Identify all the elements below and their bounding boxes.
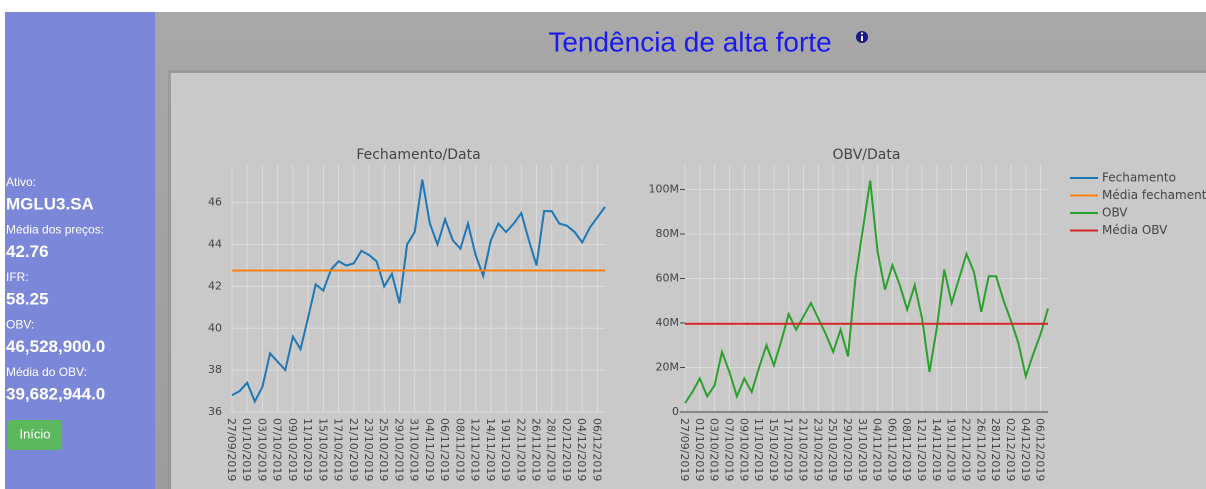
x-tick-label: 06/11/2019 <box>438 418 451 481</box>
x-tick-label: 15/10/2019 <box>316 418 329 481</box>
x-tick-label: 04/12/2019 <box>575 418 588 481</box>
field-label: Ativo: <box>6 175 36 189</box>
x-tick-label: 03/10/2019 <box>708 418 721 481</box>
x-tick-label: 17/10/2019 <box>782 418 795 481</box>
sidebar-content: Ativo: MGLU3.SA Média dos preços: 42.76 IFR:… <box>6 175 105 403</box>
y-tick-label: 44 <box>208 238 222 251</box>
x-tick-label: 22/11/2019 <box>960 418 973 481</box>
x-tick-label: 25/10/2019 <box>377 418 390 481</box>
x-tick-label: 25/10/2019 <box>826 418 839 481</box>
x-tick-label: 27/09/2019 <box>225 418 238 481</box>
x-tick-label: 04/11/2019 <box>423 418 436 481</box>
field-label: IFR: <box>6 270 29 284</box>
y-tick-label: 40M <box>656 316 680 329</box>
x-tick-label: 11/10/2019 <box>752 418 765 481</box>
x-tick-label: 31/10/2019 <box>408 418 421 481</box>
y-tick-label: 100M <box>649 182 680 195</box>
field-value: 42.76 <box>6 242 49 261</box>
x-tick-label: 08/11/2019 <box>453 418 466 481</box>
x-tick-label: 09/10/2019 <box>737 418 750 481</box>
x-tick-label: 22/11/2019 <box>514 418 527 481</box>
y-tick-label: 60M <box>656 271 680 284</box>
chart-title: OBV/Data <box>833 147 901 163</box>
x-tick-label: 01/10/2019 <box>240 418 253 481</box>
y-tick-label: 80M <box>656 227 680 240</box>
x-tick-label: 27/09/2019 <box>678 418 691 481</box>
x-tick-label: 12/11/2019 <box>915 418 928 481</box>
series-line <box>231 179 606 404</box>
series-line <box>684 180 1049 404</box>
x-tick-label: 06/12/2019 <box>1034 418 1047 481</box>
y-tick-label: 38 <box>208 363 222 376</box>
field-value: 46,528,900.0 <box>6 337 105 356</box>
legend-label: Fechamento <box>1102 171 1176 185</box>
panel <box>171 73 1206 489</box>
x-tick-label: 31/10/2019 <box>856 418 869 481</box>
x-tick-label: 03/10/2019 <box>255 418 268 481</box>
x-tick-label: 07/10/2019 <box>722 418 735 481</box>
x-tick-label: 08/11/2019 <box>900 418 913 481</box>
legend-label: Média OBV <box>1102 223 1168 237</box>
field-value: 58.25 <box>6 289 49 308</box>
x-tick-label: 21/10/2019 <box>797 418 810 481</box>
x-tick-label: 02/12/2019 <box>1004 418 1017 481</box>
x-tick-label: 19/11/2019 <box>945 418 958 481</box>
y-tick-label: 36 <box>208 405 222 418</box>
field-value: MGLU3.SA <box>6 194 94 213</box>
x-tick-label: 17/10/2019 <box>332 418 345 481</box>
field-label: OBV: <box>6 318 34 332</box>
x-tick-label: 07/10/2019 <box>271 418 284 481</box>
x-tick-label: 06/11/2019 <box>885 418 898 481</box>
field-label: Média do OBV: <box>6 365 87 379</box>
y-tick-label: 0 <box>672 405 679 418</box>
x-tick-label: 01/10/2019 <box>693 418 706 481</box>
legend-label: OBV <box>1102 206 1128 220</box>
button-label[interactable]: Início <box>19 426 50 441</box>
x-tick-label: 14/11/2019 <box>930 418 943 481</box>
x-tick-label: 28/11/2019 <box>545 418 558 481</box>
field-label: Média dos preços: <box>6 223 104 237</box>
y-tick-label: 42 <box>208 279 222 292</box>
x-tick-label: 29/10/2019 <box>841 418 854 481</box>
x-tick-label: 14/11/2019 <box>484 418 497 481</box>
x-tick-label: 28/11/2019 <box>989 418 1002 481</box>
x-tick-label: 23/10/2019 <box>362 418 375 481</box>
field-value: 39,682,944.0 <box>6 384 105 403</box>
info-icon[interactable] <box>856 31 868 43</box>
start-button[interactable]: Início <box>8 420 62 450</box>
x-tick-label: 26/11/2019 <box>529 418 542 481</box>
chart-title: Fechamento/Data <box>356 147 480 163</box>
x-tick-label: 11/10/2019 <box>301 418 314 481</box>
sidebar <box>5 12 155 489</box>
x-tick-label: 26/11/2019 <box>974 418 987 481</box>
x-tick-label: 09/10/2019 <box>286 418 299 481</box>
page-title: Tendência de alta forte <box>548 26 831 57</box>
x-tick-label: 15/10/2019 <box>767 418 780 481</box>
x-tick-label: 12/11/2019 <box>469 418 482 481</box>
x-tick-label: 04/12/2019 <box>1019 418 1032 481</box>
y-tick-label: 46 <box>208 196 222 209</box>
x-tick-label: 02/12/2019 <box>560 418 573 481</box>
x-tick-label: 29/10/2019 <box>392 418 405 481</box>
x-tick-label: 06/12/2019 <box>590 418 603 481</box>
x-tick-label: 04/11/2019 <box>871 418 884 481</box>
y-tick-label: 40 <box>208 321 222 334</box>
x-tick-label: 21/10/2019 <box>347 418 360 481</box>
y-tick-label: 20M <box>656 360 680 373</box>
x-tick-label: 19/11/2019 <box>499 418 512 481</box>
legend-label: Média fechamento <box>1102 188 1206 202</box>
x-tick-label: 23/10/2019 <box>811 418 824 481</box>
